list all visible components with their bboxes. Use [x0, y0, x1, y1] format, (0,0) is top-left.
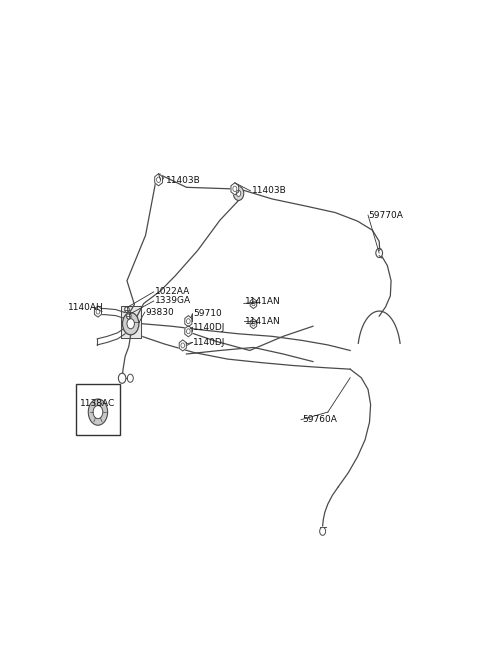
Circle shape	[127, 374, 133, 382]
Polygon shape	[185, 326, 192, 337]
Circle shape	[88, 399, 108, 425]
Circle shape	[122, 313, 139, 335]
Circle shape	[93, 405, 103, 419]
Polygon shape	[231, 183, 239, 195]
Text: 59760A: 59760A	[302, 415, 336, 424]
Polygon shape	[95, 306, 101, 317]
Text: 1141AN: 1141AN	[245, 317, 281, 325]
Circle shape	[233, 186, 244, 201]
Polygon shape	[121, 306, 141, 338]
Circle shape	[127, 319, 134, 329]
Text: 1022AA: 1022AA	[155, 287, 190, 297]
Circle shape	[125, 306, 129, 313]
Text: 11403B: 11403B	[252, 186, 287, 195]
Circle shape	[119, 373, 126, 383]
Text: 59770A: 59770A	[369, 211, 404, 220]
Polygon shape	[185, 316, 192, 327]
Polygon shape	[250, 298, 257, 308]
Text: 1339GA: 1339GA	[155, 297, 191, 306]
Bar	[76, 384, 120, 435]
Text: 1140AH: 1140AH	[68, 302, 104, 312]
Polygon shape	[179, 340, 186, 351]
Polygon shape	[250, 319, 257, 329]
Circle shape	[320, 527, 325, 535]
Circle shape	[236, 190, 241, 196]
Text: 1138AC: 1138AC	[80, 398, 115, 407]
Text: 1141AN: 1141AN	[245, 297, 281, 306]
Text: 59710: 59710	[193, 309, 222, 318]
Text: 93830: 93830	[145, 308, 174, 317]
Circle shape	[376, 249, 383, 258]
Circle shape	[127, 313, 131, 319]
Text: 1140DJ: 1140DJ	[193, 323, 226, 332]
Text: 11403B: 11403B	[166, 176, 201, 185]
Text: 1140DJ: 1140DJ	[193, 338, 226, 347]
Polygon shape	[155, 174, 162, 186]
